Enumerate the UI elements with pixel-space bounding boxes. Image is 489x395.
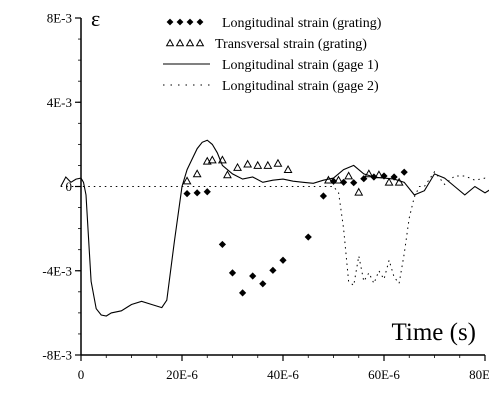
x-tick-label: 40E-6 (267, 367, 299, 382)
triangle-point (192, 169, 202, 178)
triangle-point (283, 165, 293, 174)
legend-row: Longitudinal strain (grating) (166, 16, 382, 31)
diamond-point (183, 190, 191, 198)
y-tick-label: -8E-3 (42, 348, 72, 363)
legend-triangle-marker (185, 38, 195, 47)
triangle-point (223, 170, 232, 179)
legend-triangle-marker (165, 38, 175, 47)
y-tick-label: -4E-3 (42, 263, 72, 278)
triangle-point (202, 156, 212, 165)
gage-1-line (60, 139, 489, 317)
diamond-point (193, 189, 201, 197)
triangle-point (364, 169, 374, 178)
triangle-point (384, 177, 394, 186)
y-tick-label: 8E-3 (47, 11, 72, 26)
diamond-point (279, 256, 287, 264)
triangle-point (253, 160, 263, 169)
legend-label: Longitudinal strain (gage 2) (222, 79, 379, 94)
triangle-point (233, 162, 242, 171)
x-ticks: 0 20E-6 40E-6 60E-6 80E-6 (78, 355, 489, 382)
legend-diamond-marker (176, 18, 184, 26)
triangle-point (263, 160, 273, 169)
x-tick-label: 80E-6 (469, 367, 489, 382)
legend-label: Longitudinal strain (grating) (222, 16, 382, 31)
legend-triangle-marker (195, 38, 205, 47)
diamond-point (269, 266, 277, 274)
legend-diamond-marker (166, 18, 174, 26)
triangle-point (394, 177, 404, 186)
x-axis-label: Time (s) (391, 319, 476, 346)
triangle-point (182, 176, 192, 185)
x-tick-label: 60E-6 (368, 367, 400, 382)
legend-row: Longitudinal strain (gage 2) (163, 79, 379, 94)
diamond-point (340, 178, 348, 186)
series-1 (183, 168, 408, 297)
y-tick-label: 0 (66, 179, 73, 194)
triangle-point (273, 158, 283, 167)
diamond-point (319, 192, 327, 200)
series-4 (60, 170, 489, 287)
gage-2-line (60, 170, 489, 287)
series-layer (60, 139, 489, 317)
series-3 (60, 139, 489, 317)
triangle-point (243, 159, 253, 168)
axes: 8E-3 4E-3 0 -4E-3 -8E-3 0 20E-6 40E-6 60E-6 80E-… (42, 11, 489, 383)
diamond-point (218, 240, 226, 249)
diamond-point (249, 272, 257, 280)
series-2 (182, 155, 404, 196)
x-tick-label: 0 (78, 367, 85, 382)
diamond-point (350, 179, 358, 187)
legend-diamond-marker (196, 18, 204, 26)
diamond-point (400, 168, 408, 176)
triangle-point (334, 175, 343, 184)
diamond-point (360, 175, 368, 183)
triangle-point (354, 187, 364, 196)
triangle-point (207, 155, 217, 164)
legend-label: Longitudinal strain (gage 1) (222, 58, 379, 73)
diamond-point (390, 173, 398, 181)
legend-diamond-marker (186, 18, 194, 26)
legend-triangle-marker (175, 38, 185, 47)
legend: Longitudinal strain (grating) Transversal… (163, 16, 382, 94)
diamond-point (203, 188, 211, 196)
diamond-point (259, 280, 267, 288)
y-tick-label: 4E-3 (47, 95, 72, 110)
y-ticks: 8E-3 4E-3 0 -4E-3 -8E-3 (42, 11, 81, 363)
legend-row: Longitudinal strain (gage 1) (163, 58, 379, 73)
diamond-point (228, 269, 237, 277)
triangle-point (344, 171, 354, 180)
legend-label: Transversal strain (grating) (215, 37, 367, 52)
diamond-point (239, 289, 247, 297)
diamond-point (304, 233, 312, 241)
y-axis-label: ε (91, 6, 100, 31)
legend-row: Transversal strain (grating) (165, 37, 367, 52)
x-tick-label: 20E-6 (166, 367, 198, 382)
